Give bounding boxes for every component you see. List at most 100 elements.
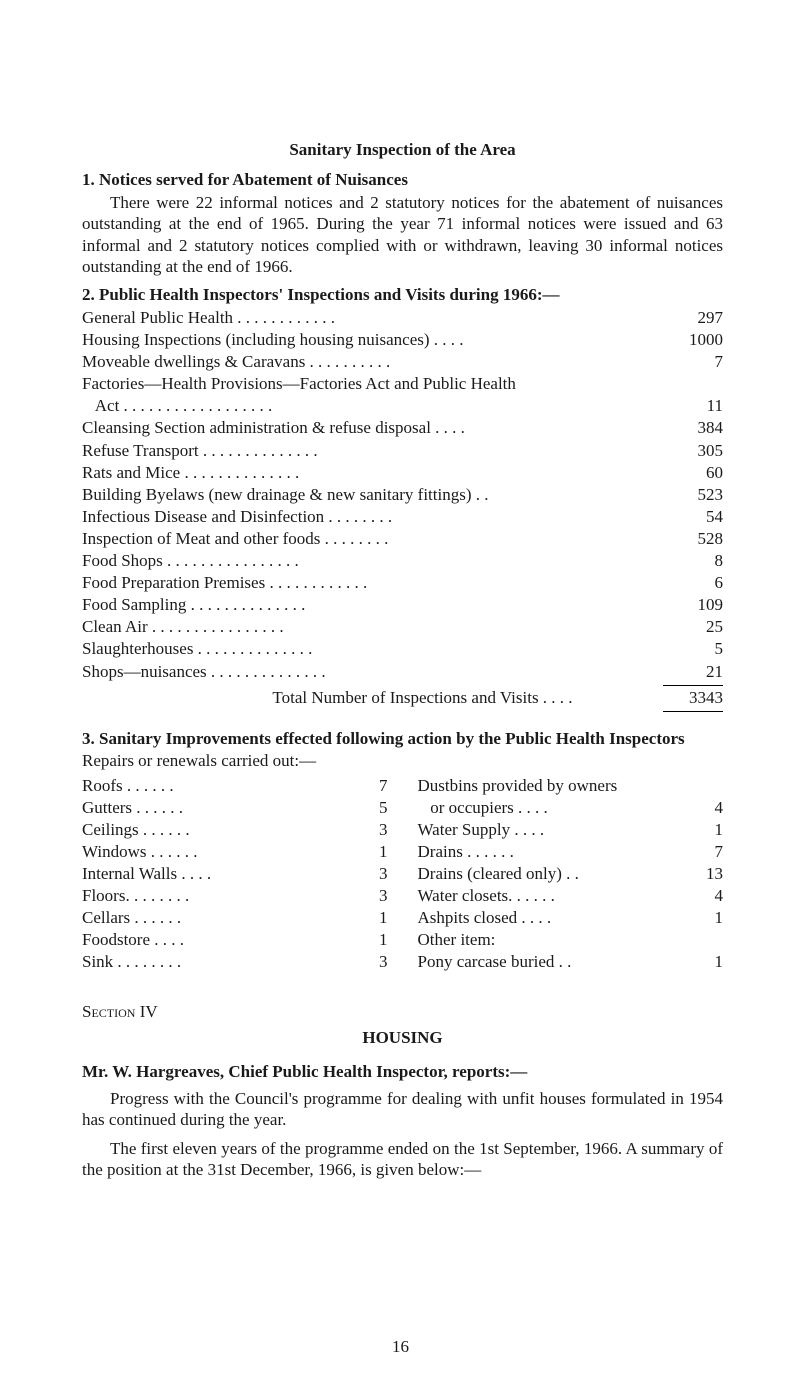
row-label: Foodstore . . . . [82,929,358,951]
section-4-paragraph-2: The first eleven years of the programme … [82,1138,723,1181]
row-value: 11 [663,395,723,417]
table-row: Water Supply . . . .1 [418,819,724,841]
row-label: Internal Walls . . . . [82,863,358,885]
row-label: Moveable dwellings & Caravans . . . . . … [82,351,663,373]
row-label: Cleansing Section administration & refus… [82,417,663,439]
table-row: Factories—Health Provisions—Factories Ac… [82,373,723,395]
inspections-table: General Public Health . . . . . . . . . … [82,307,723,683]
row-value: 3 [358,951,388,973]
table-row: Food Sampling . . . . . . . . . . . . . … [82,594,723,616]
row-value: 1 [693,907,723,929]
table-row: Act . . . . . . . . . . . . . . . . . .1… [82,395,723,417]
row-label: Act . . . . . . . . . . . . . . . . . . [82,395,663,417]
table-row: Shops—nuisances . . . . . . . . . . . . … [82,661,723,683]
total-label: Total Number of Inspections and Visits .… [82,687,663,709]
table-row: Ceilings . . . . . .3 [82,819,388,841]
repairs-two-column: Roofs . . . . . .7Gutters . . . . . .5Ce… [82,775,723,974]
row-label: Windows . . . . . . [82,841,358,863]
table-row: Gutters . . . . . .5 [82,797,388,819]
table-row: Pony carcase buried . .1 [418,951,724,973]
table-row: Cellars . . . . . .1 [82,907,388,929]
row-value: 7 [663,351,723,373]
row-value: 3 [358,885,388,907]
section-1-heading: 1. Notices served for Abatement of Nuisa… [82,170,723,190]
table-row: Windows . . . . . .1 [82,841,388,863]
table-row: Sink . . . . . . . .3 [82,951,388,973]
row-label: Infectious Disease and Disinfection . . … [82,506,663,528]
row-label: Refuse Transport . . . . . . . . . . . .… [82,440,663,462]
table-row: Inspection of Meat and other foods . . .… [82,528,723,550]
row-label: Roofs . . . . . . [82,775,358,797]
row-label: Factories—Health Provisions—Factories Ac… [82,373,663,395]
row-value [693,929,723,951]
row-value: 1 [693,951,723,973]
table-row: Roofs . . . . . .7 [82,775,388,797]
row-value: 5 [663,638,723,660]
row-value: 297 [663,307,723,329]
row-value: 25 [663,616,723,638]
row-value: 4 [693,797,723,819]
row-value: 1 [358,907,388,929]
table-row: or occupiers . . . .4 [418,797,724,819]
table-row: Dustbins provided by owners [418,775,724,797]
table-row: Rats and Mice . . . . . . . . . . . . . … [82,462,723,484]
row-label: Ceilings . . . . . . [82,819,358,841]
row-label: Food Sampling . . . . . . . . . . . . . … [82,594,663,616]
row-label: Clean Air . . . . . . . . . . . . . . . … [82,616,663,638]
section-1-paragraph: There were 22 informal notices and 2 sta… [82,192,723,277]
table-row: Housing Inspections (including housing n… [82,329,723,351]
row-label: Floors. . . . . . . . [82,885,358,907]
row-value: 3 [358,863,388,885]
row-label: or occupiers . . . . [418,797,694,819]
row-value: 1 [358,929,388,951]
row-value: 5 [358,797,388,819]
row-label: Drains (cleared only) . . [418,863,694,885]
row-value: 21 [663,661,723,683]
total-value: 3343 [663,687,723,709]
section-2-heading: 2. Public Health Inspectors' Inspections… [82,285,723,305]
table-row: Cleansing Section administration & refus… [82,417,723,439]
row-value: 1 [358,841,388,863]
row-label: Dustbins provided by owners [418,775,694,797]
row-label: Cellars . . . . . . [82,907,358,929]
row-value: 109 [663,594,723,616]
table-row: Drains (cleared only) . .13 [418,863,724,885]
rule-below-total [82,711,723,713]
row-label: Building Byelaws (new drainage & new san… [82,484,663,506]
row-value: 1 [693,819,723,841]
row-value: 305 [663,440,723,462]
section-3-heading: 3. Sanitary Improvements effected follow… [82,729,723,749]
row-label: Ashpits closed . . . . [418,907,694,929]
table-row: Ashpits closed . . . .1 [418,907,724,929]
row-label: Housing Inspections (including housing n… [82,329,663,351]
table-row: Foodstore . . . .1 [82,929,388,951]
section-3-subtitle: Repairs or renewals carried out:— [82,751,723,771]
inspections-total-row: Total Number of Inspections and Visits .… [82,687,723,709]
table-row: Slaughterhouses . . . . . . . . . . . . … [82,638,723,660]
row-value: 54 [663,506,723,528]
table-row: Moveable dwellings & Caravans . . . . . … [82,351,723,373]
table-row: Food Shops . . . . . . . . . . . . . . .… [82,550,723,572]
row-label: General Public Health . . . . . . . . . … [82,307,663,329]
row-label: Sink . . . . . . . . [82,951,358,973]
row-label: Water Supply . . . . [418,819,694,841]
repairs-right-table: Dustbins provided by owners or occupiers… [418,775,724,974]
row-value: 8 [663,550,723,572]
table-row: Food Preparation Premises . . . . . . . … [82,572,723,594]
table-row: Other item: [418,929,724,951]
table-row: Refuse Transport . . . . . . . . . . . .… [82,440,723,462]
section-iv-label: Section IV [82,1002,723,1022]
table-row: Infectious Disease and Disinfection . . … [82,506,723,528]
row-value: 1000 [663,329,723,351]
table-row: Drains . . . . . .7 [418,841,724,863]
row-label: Food Shops . . . . . . . . . . . . . . .… [82,550,663,572]
row-value: 7 [693,841,723,863]
table-row: Floors. . . . . . . .3 [82,885,388,907]
section-4-paragraph-1: Progress with the Council's programme fo… [82,1088,723,1131]
row-label: Gutters . . . . . . [82,797,358,819]
table-row: Building Byelaws (new drainage & new san… [82,484,723,506]
table-row: General Public Health . . . . . . . . . … [82,307,723,329]
row-label: Water closets. . . . . . [418,885,694,907]
row-label: Shops—nuisances . . . . . . . . . . . . … [82,661,663,683]
page-number: 16 [0,1337,801,1357]
